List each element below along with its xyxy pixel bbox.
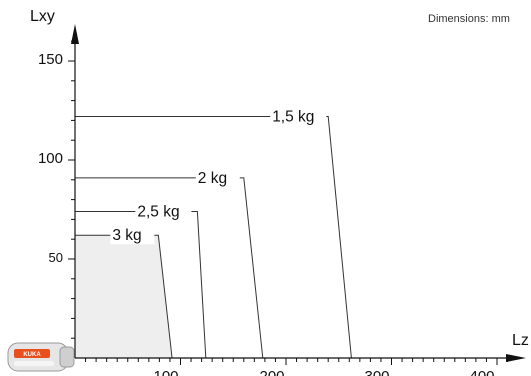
- load-label-background: [135, 202, 192, 221]
- x-tick-label-300: 300: [364, 368, 389, 376]
- load-label-3-kg: 3 kg: [112, 227, 141, 244]
- logo-badge: [14, 349, 50, 358]
- dimensions-note: Dimensions: mm: [428, 13, 510, 25]
- y-axis-ticks: [68, 40, 75, 339]
- y-tick-label-50: 50: [49, 250, 63, 265]
- load-label-2-kg: 2 kg: [198, 170, 227, 187]
- load-curve-3-kg: [75, 234, 173, 359]
- load-label-background: [270, 107, 327, 126]
- y-axis-title: Lxy: [30, 8, 55, 25]
- load-label-1-5-kg: 1,5 kg: [272, 108, 314, 125]
- load-curves: [75, 115, 352, 359]
- kuka-robot-flange-icon: KUKA: [7, 342, 75, 372]
- load-labels: 1,5 kg 2 kg 2,5 kg 3 kg: [110, 107, 327, 245]
- axes: [68, 24, 526, 365]
- load-curve-2-5-kg: [75, 210, 207, 359]
- y-tick-label-150: 150: [38, 51, 63, 68]
- x-axis-ticks: [85, 358, 509, 365]
- x-tick-label-200: 200: [259, 368, 284, 376]
- load-label-2-5-kg: 2,5 kg: [137, 203, 179, 220]
- load-label-background: [110, 226, 155, 245]
- y-tick-label-100: 100: [38, 150, 63, 167]
- y-axis-arrow-icon: [71, 24, 79, 44]
- 3kg-shaded-region: [75, 235, 173, 358]
- x-tick-label-100: 100: [153, 368, 178, 376]
- x-axis-title: Lz: [512, 332, 529, 349]
- load-curve-1-5-kg: [75, 115, 352, 359]
- x-tick-label-400: 400: [469, 368, 494, 376]
- load-label-background: [195, 168, 240, 187]
- load-curve-2-kg: [75, 177, 264, 359]
- x-axis-arrow-icon: [506, 354, 526, 362]
- logo-text: KUKA: [23, 352, 41, 358]
